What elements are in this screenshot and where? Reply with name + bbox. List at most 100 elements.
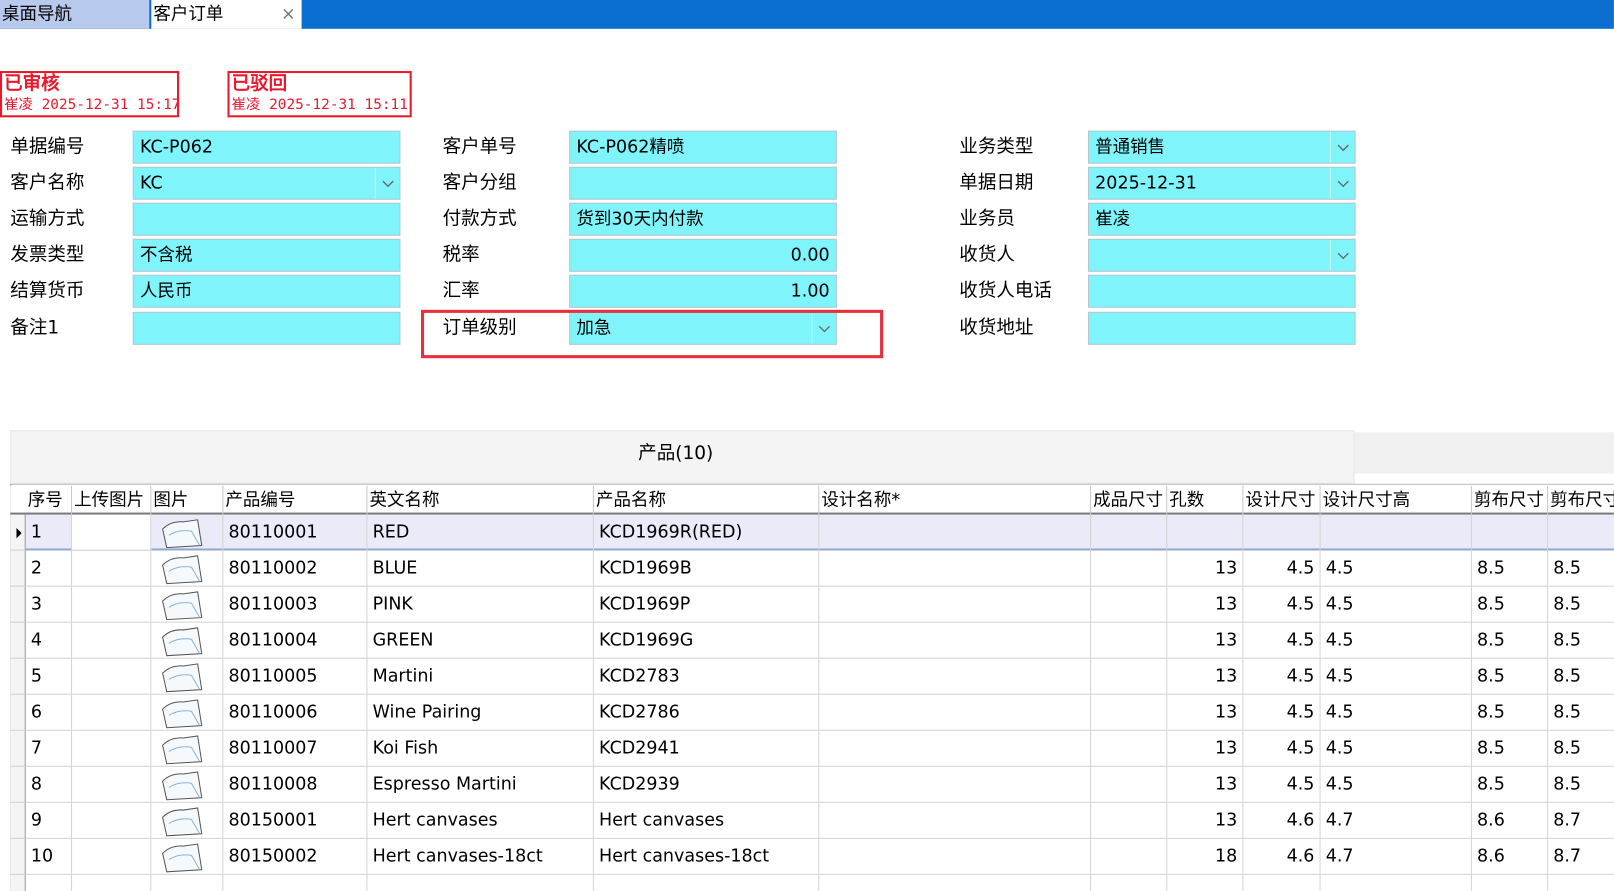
field-input[interactable]: 2025-12-31	[1087, 166, 1356, 200]
dropdown-button[interactable]	[1329, 239, 1355, 271]
row-indicator	[10, 694, 26, 731]
field-input[interactable]: KC-P062	[132, 130, 401, 164]
dropdown-button[interactable]	[811, 312, 836, 344]
empty-cell[interactable]	[72, 550, 152, 587]
field-input[interactable]	[132, 311, 401, 345]
field-input[interactable]: KC	[132, 166, 401, 200]
highlight-box	[420, 309, 884, 359]
empty-cell[interactable]	[72, 658, 152, 695]
row-indicator	[10, 514, 26, 551]
field-value: 人民币	[139, 280, 193, 302]
table-cell: 80110007	[223, 730, 368, 767]
field-input[interactable]	[1087, 274, 1356, 308]
field-input[interactable]: 不含税	[132, 238, 401, 272]
image-icon[interactable]	[156, 623, 218, 659]
chevron	[1337, 252, 1349, 260]
field-input[interactable]	[132, 202, 401, 236]
empty-cell	[1091, 838, 1168, 875]
empty-cell	[151, 766, 224, 803]
table-cell: 13	[1167, 658, 1244, 695]
header-row	[10, 485, 1614, 515]
field-input[interactable]: 崔凌	[1087, 202, 1356, 236]
image-icon[interactable]	[156, 587, 218, 623]
table-cell: 4	[25, 622, 73, 659]
empty-cell	[819, 550, 1092, 587]
field-input[interactable]: 加急	[569, 311, 837, 345]
field-label: 收货人电话	[959, 279, 1052, 302]
field-input[interactable]	[1087, 311, 1356, 345]
chevron	[1337, 180, 1349, 188]
image-icon[interactable]	[156, 803, 218, 839]
stamp-info: 崔凌 2025-12-31 15:11	[231, 96, 408, 114]
empty-cell	[1471, 514, 1549, 551]
field-input[interactable]: 1.00	[569, 274, 837, 308]
empty-cell[interactable]	[72, 838, 152, 875]
table-cell: 80150001	[223, 802, 368, 839]
field-label: 客户单号	[442, 135, 517, 158]
row-indicator	[10, 658, 26, 695]
empty-cell[interactable]	[72, 874, 152, 891]
field-label: 订单级别	[442, 317, 517, 339]
table-cell: 80110008	[223, 766, 368, 803]
table-caption: 产品(10)	[638, 442, 714, 465]
dropdown-button[interactable]	[1329, 131, 1355, 163]
table-cell: 4.7	[1320, 838, 1472, 875]
table-cell: 13	[1167, 586, 1244, 623]
image-icon[interactable]	[156, 839, 218, 875]
table-cell: 8.5	[1471, 766, 1549, 803]
empty-cell[interactable]	[72, 694, 152, 731]
table-cell: 8.5	[1548, 767, 1614, 803]
empty-cell[interactable]	[72, 802, 152, 839]
empty-cell[interactable]	[72, 514, 152, 551]
table-cell: 13	[1167, 550, 1244, 587]
field-input[interactable]	[1087, 238, 1356, 272]
field-label: 收货人	[959, 243, 1015, 266]
table-cell: 4.5	[1243, 622, 1321, 659]
image-icon[interactable]	[156, 695, 218, 731]
field-input[interactable]: 人民币	[132, 274, 401, 308]
image-icon[interactable]	[156, 551, 218, 587]
field-input[interactable]: 普通销售	[1087, 130, 1356, 164]
table-cell: KCD1969B	[593, 550, 820, 587]
field-label: 发票类型	[10, 243, 85, 266]
table-cell: 80110006	[223, 694, 368, 731]
empty-cell	[1091, 550, 1168, 587]
table-cell: 4.5	[1243, 550, 1321, 587]
field-input[interactable]: KC-P062精喷	[569, 130, 837, 164]
empty-cell	[1472, 874, 1549, 891]
tab[interactable]: 桌面导航	[0, 0, 150, 29]
image-icon[interactable]	[156, 515, 218, 551]
field-value: 0.00	[790, 244, 830, 266]
image-icon[interactable]	[156, 731, 218, 767]
dropdown-button[interactable]	[374, 167, 400, 199]
empty-cell	[151, 838, 224, 875]
tab-active[interactable]: 客户订单 ×	[151, 0, 302, 29]
table-cell: 7	[25, 730, 73, 767]
table-cell: KCD2783	[593, 658, 820, 695]
empty-cell[interactable]	[72, 586, 152, 623]
empty-cell	[819, 766, 1092, 803]
table-cell: 8.5	[1471, 622, 1549, 659]
table-cell: 8.5	[1471, 658, 1549, 695]
dropdown-button[interactable]	[1329, 167, 1355, 199]
empty-cell	[1091, 730, 1168, 767]
row-indicator	[10, 730, 26, 767]
empty-cell[interactable]	[72, 766, 152, 803]
image-icon[interactable]	[156, 767, 218, 803]
field-input[interactable]: 货到30天内付款	[569, 202, 837, 236]
table-cell: 4.5	[1320, 622, 1472, 659]
field-input[interactable]: 0.00	[569, 238, 837, 272]
empty-cell	[819, 694, 1092, 731]
field-value: KC-P062	[139, 136, 213, 158]
empty-cell[interactable]	[72, 730, 152, 767]
table-cell: BLUE	[367, 550, 594, 587]
empty-cell	[151, 658, 224, 695]
field-label: 备注1	[10, 317, 60, 339]
table-cell: 4.5	[1320, 658, 1472, 695]
close-icon[interactable]: ×	[280, 4, 296, 25]
image-icon[interactable]	[156, 659, 218, 695]
field-input[interactable]	[569, 166, 837, 200]
column-header: 上传图片	[72, 485, 152, 515]
empty-cell[interactable]	[72, 622, 152, 659]
field-label: 运输方式	[10, 207, 85, 230]
